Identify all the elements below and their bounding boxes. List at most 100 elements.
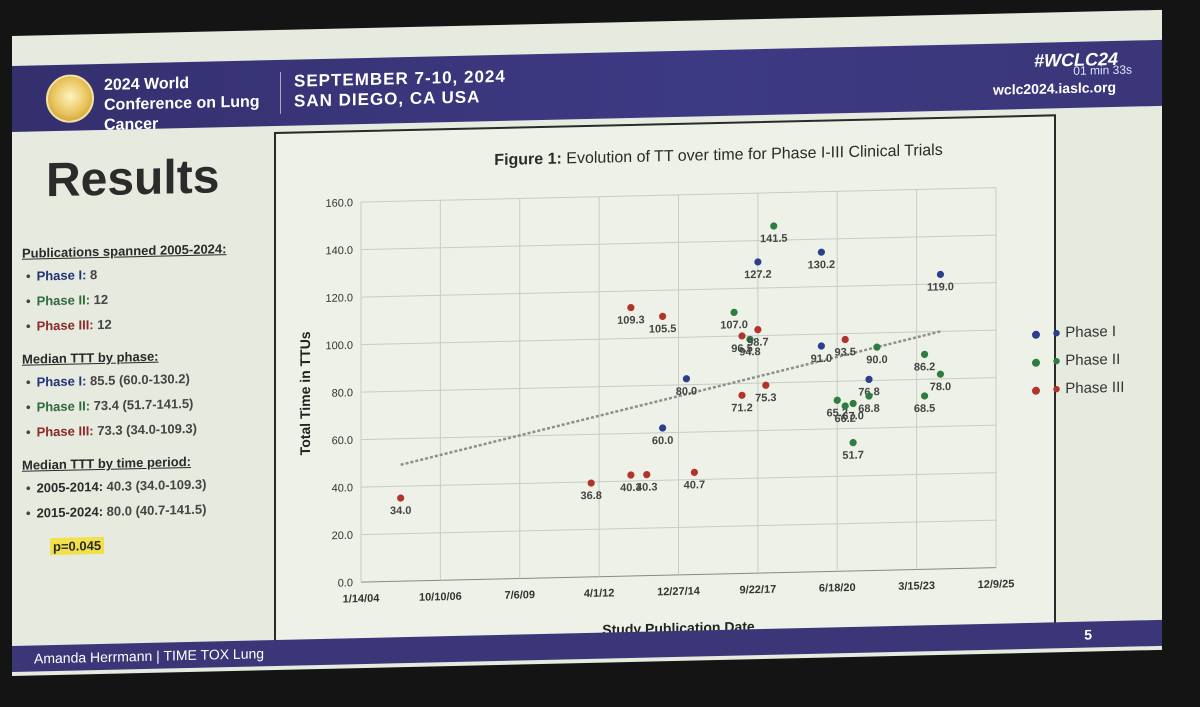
data-point [659, 312, 667, 320]
conference-website[interactable]: wclc2024.iaslc.org [993, 78, 1116, 98]
data-point [936, 370, 945, 378]
list-item: 2005-2014: 40.3 (34.0-109.3) [26, 475, 272, 496]
x-tick-label: 6/18/20 [819, 582, 856, 595]
legend-marker [1032, 386, 1040, 395]
data-label: 40.3 [620, 482, 641, 494]
publications-heading: Publications spanned 2005-2024: [22, 241, 227, 261]
data-label: 109.3 [617, 314, 645, 327]
list-item: Phase III: 73.3 (34.0-109.3) [26, 419, 272, 440]
data-point [849, 399, 857, 408]
data-point [587, 479, 595, 487]
y-tick-label: 20.0 [332, 530, 353, 542]
results-summary: Publications spanned 2005-2024: Phase I:… [22, 240, 272, 556]
data-point [817, 342, 825, 350]
page-number: 5 [1084, 626, 1092, 643]
timer-overlay: 01 min 33s [1073, 62, 1132, 78]
data-label: 71.2 [731, 402, 752, 414]
x-tick-label: 9/22/17 [740, 584, 777, 597]
data-label: 96.5 [731, 343, 752, 355]
conference-logo [46, 74, 94, 124]
data-point [865, 375, 873, 383]
data-label: 91.0 [811, 353, 832, 365]
median-phase-list: Phase I: 85.5 (60.0-130.2) Phase II: 73.… [22, 369, 272, 440]
legend: ● Phase I ● Phase II ● Phase III [1052, 317, 1182, 404]
y-axis-label: Total Time in TTUs [297, 331, 313, 455]
data-point [397, 494, 405, 502]
data-label: 86.2 [914, 361, 935, 373]
data-label: 40.3 [636, 481, 657, 493]
data-point [936, 270, 945, 279]
x-tick-label: 10/10/06 [419, 591, 462, 604]
data-label: 51.7 [842, 449, 863, 461]
data-label: 67.0 [842, 410, 863, 422]
data-label: 119.0 [927, 281, 954, 294]
data-point [873, 343, 881, 351]
chart-title: Figure 1: Evolution of TT over time for … [494, 142, 942, 169]
x-tick-label: 3/15/23 [898, 580, 935, 593]
p-value-highlight: p=0.045 [50, 536, 105, 556]
data-point [754, 326, 762, 334]
data-label: 65.2 [827, 407, 848, 419]
data-point [849, 439, 857, 447]
x-tick-label: 1/14/04 [343, 593, 381, 606]
publications-list: Phase I: 8 Phase II: 12 Phase III: 12 [22, 263, 272, 334]
legend-item: ● Phase III [1052, 378, 1125, 398]
list-item: 2015-2024: 80.0 (40.7-141.5) [26, 500, 272, 521]
data-label: 36.8 [580, 490, 601, 502]
legend-item: ● Phase II [1052, 350, 1121, 370]
footer-presenter: Amanda Herrmann | TIME TOX Lung [34, 645, 265, 667]
data-point [627, 303, 635, 312]
list-item: Phase II: 73.4 (51.7-141.5) [26, 394, 272, 415]
data-label: 68.5 [914, 403, 935, 415]
data-point [643, 471, 651, 479]
data-point [920, 392, 929, 400]
data-label: 78.0 [930, 381, 951, 393]
data-point [682, 375, 691, 383]
data-label: 107.0 [720, 319, 748, 332]
data-label: 94.8 [739, 346, 760, 358]
data-point [730, 308, 738, 316]
data-label: 141.5 [760, 233, 788, 246]
data-label: 130.2 [808, 259, 836, 272]
data-label: 76.8 [858, 386, 879, 398]
data-point [659, 424, 667, 432]
data-point [627, 471, 635, 479]
data-point [754, 258, 762, 266]
conference-location: SAN DIEGO, CA USA [294, 87, 481, 111]
data-point [762, 381, 770, 389]
data-point [770, 222, 778, 230]
data-point [833, 396, 841, 404]
chart-frame: Figure 1: Evolution of TT over time for … [274, 114, 1056, 662]
data-label: 93.5 [834, 346, 855, 358]
data-point [738, 332, 746, 340]
list-item: Phase I: 8 [26, 263, 272, 284]
banner-divider [280, 71, 281, 114]
data-label: 105.5 [649, 323, 677, 336]
median-period-list: 2005-2014: 40.3 (34.0-109.3) 2015-2024: … [22, 475, 272, 521]
trendline [400, 330, 941, 467]
data-point [746, 335, 754, 343]
data-point [817, 248, 825, 256]
y-tick-label: 120.0 [325, 292, 353, 305]
data-label: 90.0 [866, 354, 887, 366]
y-tick-label: 40.0 [332, 482, 353, 494]
data-label: 75.3 [755, 392, 776, 404]
y-tick-label: 160.0 [325, 197, 353, 210]
conference-dates-location: SEPTEMBER 7-10, 2024 SAN DIEGO, CA USA [294, 67, 506, 112]
y-tick-label: 100.0 [325, 340, 353, 353]
x-tick-label: 4/1/12 [584, 587, 615, 600]
median-period-heading: Median TTT by time period: [22, 453, 192, 473]
slide-title: Results [46, 150, 220, 208]
y-tick-label: 80.0 [332, 387, 353, 399]
scatter-chart: Figure 1: Evolution of TT over time for … [297, 142, 1040, 638]
x-tick-label: 12/27/14 [657, 585, 701, 598]
data-label: 34.0 [390, 505, 411, 517]
list-item: Phase I: 85.5 (60.0-130.2) [26, 369, 272, 390]
data-point [738, 391, 746, 399]
x-tick-label: 7/6/09 [504, 589, 535, 602]
legend-item: ● Phase I [1052, 323, 1117, 342]
median-phase-heading: Median TTT by phase: [22, 348, 159, 367]
data-label: 40.7 [684, 479, 705, 491]
y-tick-label: 0.0 [338, 577, 353, 589]
conference-name: 2024 World Conference on Lung Cancer [104, 74, 260, 134]
